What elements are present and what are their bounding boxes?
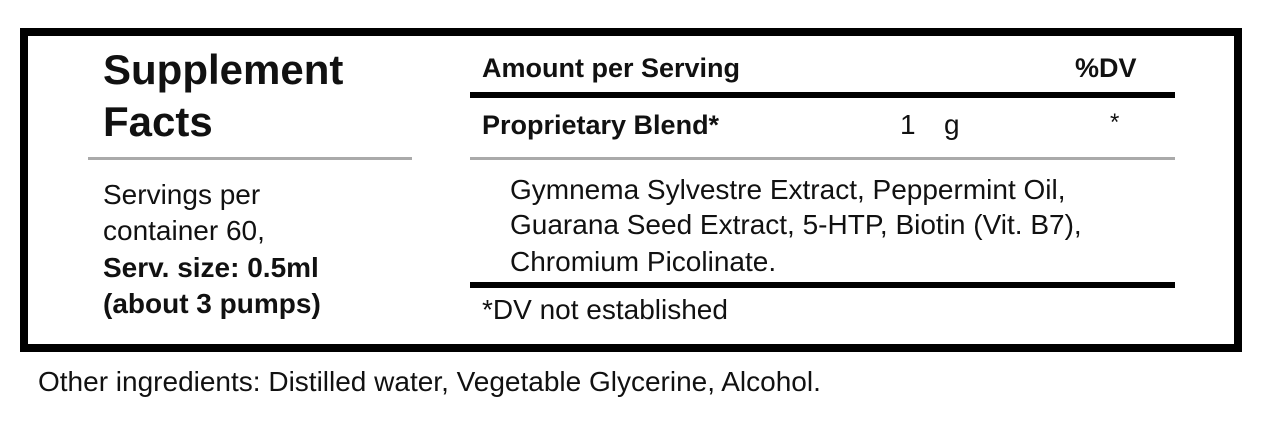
row-amount: 1: [900, 109, 916, 140]
header-dv: %DV: [1075, 53, 1137, 83]
label-box: [20, 28, 1242, 352]
row-dv: *: [1110, 109, 1120, 136]
divider: [88, 157, 412, 160]
other-ingredients: Other ingredients: Distilled water, Vege…: [38, 366, 821, 397]
header-amount: Amount per Serving: [482, 53, 741, 83]
footnote: *DV not established: [482, 294, 728, 325]
serving-size-line: (about 3 pumps): [103, 288, 321, 319]
servings-line: container 60,: [103, 215, 265, 246]
panel-title: Supplement Facts: [103, 46, 344, 145]
serving-size-line: Serv. size: 0.5ml: [103, 252, 319, 283]
ingredient-line: Chromium Picolinate.: [510, 246, 777, 277]
divider: [470, 92, 1175, 98]
ingredient-line: Gymnema Sylvestre Extract, Peppermint Oi…: [510, 174, 1066, 205]
row-name: Proprietary Blend*: [482, 110, 720, 140]
row-unit: g: [944, 109, 960, 140]
ingredient-line: Guarana Seed Extract, 5-HTP, Biotin (Vit…: [510, 209, 1082, 240]
divider: [470, 157, 1175, 160]
divider: [470, 282, 1175, 288]
servings-line: Servings per: [103, 179, 261, 210]
